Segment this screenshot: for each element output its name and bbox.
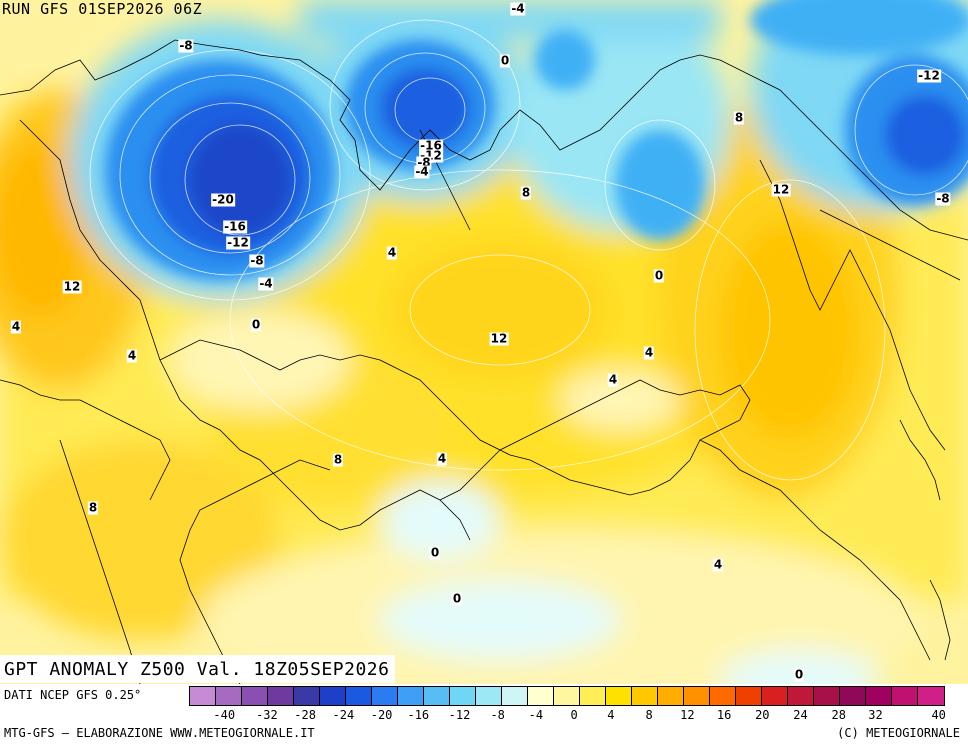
scale-swatch [918,687,944,705]
color-scale [189,686,945,706]
contour-label: 4 [607,372,619,387]
contour-label: -8 [935,191,951,206]
anomaly-map [0,0,968,684]
contour-label: 12 [62,279,82,294]
scale-swatch [476,687,502,705]
contour-label: -8 [249,253,265,268]
contour-label: -4 [510,1,526,16]
contour-label: 12 [489,331,509,346]
contour-label: 4 [436,451,448,466]
scale-swatch [398,687,424,705]
contour-label: 8 [733,110,745,125]
scale-swatch [658,687,684,705]
scale-swatch [814,687,840,705]
scale-swatch [892,687,918,705]
scale-swatch [736,687,762,705]
contour-label: 4 [10,319,22,334]
scale-tick-label: 32 [868,708,883,722]
scale-tick-label: 20 [755,708,770,722]
scale-swatch [606,687,632,705]
scale-swatch [424,687,450,705]
scale-swatch [710,687,736,705]
scale-tick-label: -28 [294,708,316,722]
scale-swatch [762,687,788,705]
contour-label: -12 [226,235,250,250]
contour-label: -8 [178,38,194,53]
contour-label: -16 [419,138,443,153]
scale-tick-label: 12 [680,708,695,722]
contour-label: 8 [520,185,532,200]
data-source: DATI NCEP GFS 0.25° [4,688,142,702]
scale-swatch [216,687,242,705]
scale-tick-label: -8 [490,708,505,722]
scale-swatch [554,687,580,705]
scale-tick-label: 16 [716,708,732,722]
scale-swatch [190,687,216,705]
contour-label: 8 [87,500,99,515]
scale-swatch [788,687,814,705]
contour-label: 4 [712,557,724,572]
scale-ticks: -40 -32 -28 -24 -20 -16 -12 -8 -4 0 4 8 12 16 20 24 28 32… [189,708,967,722]
contour-label: -20 [211,192,235,207]
contour-label: 0 [499,53,511,68]
contour-label: -16 [223,219,247,234]
scale-swatch [242,687,268,705]
contour-label: -4 [258,276,274,291]
scale-swatch [866,687,892,705]
contour-label: 12 [771,182,791,197]
scale-swatch [450,687,476,705]
scale-swatch [580,687,606,705]
credit-left: MTG-GFS – ELABORAZIONE WWW.METEOGIORNALE… [4,726,315,740]
scale-swatch [268,687,294,705]
scale-swatch [840,687,866,705]
scale-tick-label: 28 [831,708,846,722]
scale-swatch [320,687,346,705]
credit-right: (C) METEOGIORNALE [837,726,960,740]
run-label: RUN GFS 01SEP2026 06Z [2,0,203,18]
scale-swatch [372,687,398,705]
scale-tick-label: -16 [407,708,430,722]
scale-swatch [294,687,320,705]
scale-swatch [684,687,710,705]
contour-label: 4 [386,245,398,260]
contour-label: 8 [332,452,344,467]
scale-tick-label: -32 [256,708,278,722]
contour-label: -4 [414,164,430,179]
scale-swatch [346,687,372,705]
contour-label: 0 [793,667,805,682]
contour-label: 0 [250,317,262,332]
map-title-text: GPT ANOMALY Z500 Val. 18Z05SEP2026 [4,658,390,680]
scale-tick-label: -20 [370,708,393,722]
scale-swatch [528,687,554,705]
contour-label: 4 [126,348,138,363]
contour-label: 0 [429,545,441,560]
scale-tick-label: 24 [793,708,808,722]
scale-tick-label: 8 [645,708,653,722]
scale-tick-label: 0 [570,708,578,722]
scale-tick-label: 40 [931,708,946,722]
contour-label: 0 [653,268,665,283]
scale-tick-label: 4 [607,708,615,722]
scale-swatch [502,687,528,705]
scale-swatch [632,687,658,705]
contour-label: 0 [451,591,463,606]
scale-tick-label: -40 [213,708,236,722]
map-title: GPT ANOMALY Z500 Val. 18Z05SEP2026 [0,655,396,683]
contour-label: -12 [917,68,941,83]
scale-tick-label: -12 [448,708,471,722]
scale-tick-label: -4 [528,708,544,722]
scale-tick-label: -24 [332,708,355,722]
contour-label: 4 [643,345,655,360]
